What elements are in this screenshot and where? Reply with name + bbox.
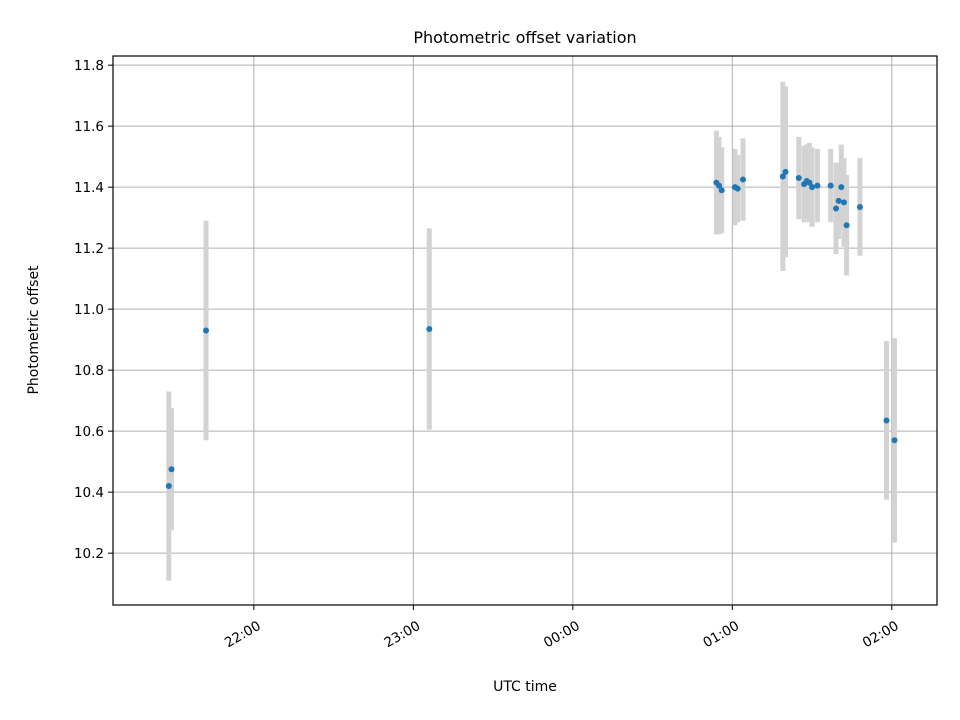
y-tick-label: 10.8 [74, 363, 104, 379]
data-point [782, 168, 789, 175]
y-tick-label: 11.2 [74, 241, 104, 257]
y-tick-label: 10.2 [74, 546, 104, 562]
data-point [795, 175, 802, 181]
data-point [832, 205, 839, 212]
data-point [814, 182, 821, 189]
data-point [835, 197, 842, 204]
data-point [843, 222, 850, 229]
data-point [809, 184, 816, 191]
data-point [718, 187, 725, 194]
y-tick-label: 11.0 [74, 302, 104, 318]
y-tick-label: 11.6 [74, 119, 104, 135]
data-point [883, 417, 890, 424]
data-point [806, 179, 813, 186]
y-tick-label: 11.8 [74, 58, 104, 74]
data-point [827, 182, 834, 189]
data-point [779, 173, 786, 180]
y-axis-label: Photometric offset [26, 265, 42, 395]
data-point [165, 483, 172, 490]
data-point [168, 466, 175, 473]
data-point [734, 185, 741, 192]
y-tick-label: 11.4 [74, 180, 104, 196]
data-point [840, 199, 847, 206]
y-tick-label: 10.4 [74, 485, 104, 501]
data-point [716, 182, 723, 189]
data-point [739, 176, 746, 183]
data-point [891, 437, 898, 444]
point-layer [165, 168, 898, 490]
data-point [856, 203, 863, 210]
y-tick-label: 10.6 [74, 424, 104, 440]
data-point [426, 325, 433, 332]
plot-area-frame [112, 55, 938, 606]
x-axis-label: UTC time [493, 679, 557, 695]
data-point [203, 327, 210, 334]
data-point [838, 184, 845, 191]
chart-title: Photometric offset variation [413, 28, 636, 47]
grid-layer [113, 56, 937, 605]
